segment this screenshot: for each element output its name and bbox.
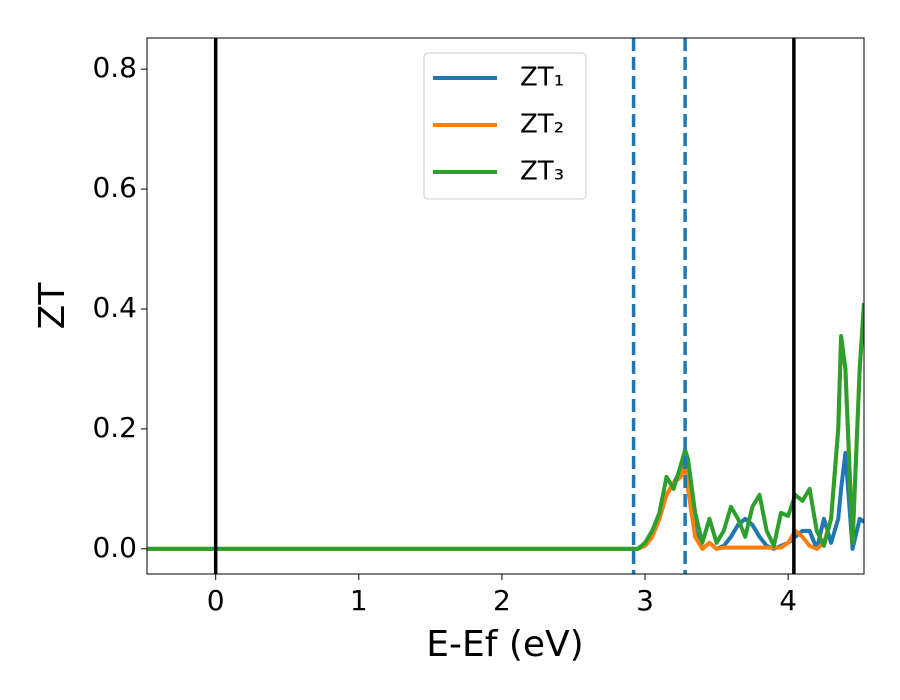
x-tick-label: 1 — [350, 584, 368, 617]
series-line — [147, 302, 864, 551]
y-tick-label: 0.2 — [92, 411, 137, 444]
series-line — [147, 302, 864, 551]
legend-label: ZT₃ — [520, 157, 564, 187]
y-tick-label: 0.4 — [92, 291, 137, 324]
legend-label: ZT₂ — [520, 110, 564, 140]
legend-box — [423, 52, 587, 200]
x-tick-label: 3 — [636, 584, 654, 617]
x-tick-label: 2 — [493, 584, 511, 617]
x-tick-label: 4 — [779, 584, 797, 617]
y-axis-label: ZT — [32, 282, 73, 330]
x-axis-label: E-Ef (eV) — [426, 624, 583, 665]
y-tick-label: 0.0 — [92, 531, 137, 564]
y-tick-label: 0.8 — [92, 51, 137, 84]
legend-label: ZT₁ — [520, 63, 564, 93]
plot-frame — [146, 37, 865, 575]
y-tick-label: 0.6 — [92, 171, 137, 204]
x-tick-label: 0 — [207, 584, 225, 617]
